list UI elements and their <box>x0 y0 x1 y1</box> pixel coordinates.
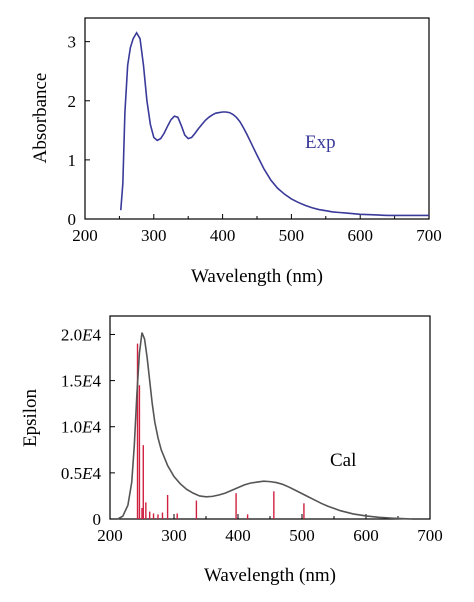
cal-x-tick-label: 600 <box>353 526 379 545</box>
cal-y-tick-label: 0 <box>93 510 102 529</box>
cal-y-tick-label: 0.5E4 <box>61 464 102 483</box>
exp-ticks <box>84 41 430 220</box>
cal-x-axis-title: Wavelength (nm) <box>204 565 336 586</box>
cal-x-tick-label: 700 <box>417 526 443 545</box>
cal-stick-spectrum <box>136 343 305 519</box>
exp-x-axis-title: Wavelength (nm) <box>191 266 323 287</box>
cal-x-tick-label: 400 <box>225 526 251 545</box>
exp-y-tick-label: 0 <box>68 210 77 229</box>
cal-series-label: Cal <box>330 450 356 471</box>
cal-x-tick-label: 200 <box>97 526 123 545</box>
cal-tick-labels: 200 300 400 500 600 700 0 0.5E4 1.0E4 1.5E4 2.0E4 <box>61 325 443 545</box>
exp-y-axis-title: Absorbance <box>30 73 51 164</box>
exp-x-tick-label: 400 <box>210 226 236 245</box>
cal-x-tick-label: 500 <box>289 526 315 545</box>
cal-y-tick-label: 1.0E4 <box>61 418 102 437</box>
exp-x-tick-label: 600 <box>347 226 373 245</box>
exp-x-tick-label: 500 <box>279 226 305 245</box>
cal-y-tick-label: 1.5E4 <box>61 372 102 391</box>
exp-chart: 200 300 400 500 600 700 0 1 2 3 Exp Wavelength (n… <box>30 17 442 287</box>
exp-tick-labels: 200 300 400 500 600 700 0 1 2 3 <box>68 33 442 245</box>
cal-plot-frame <box>109 315 431 520</box>
exp-y-tick-label: 1 <box>68 151 77 170</box>
exp-series-label: Exp <box>305 132 336 153</box>
exp-x-tick-label: 700 <box>416 226 442 245</box>
exp-series-line <box>119 31 429 217</box>
cal-y-axis-title: Epsilon <box>20 388 41 447</box>
exp-plot-frame <box>84 17 430 220</box>
cal-y-tick-label: 2.0E4 <box>61 325 102 344</box>
cal-x-tick-label: 300 <box>161 526 187 545</box>
exp-y-tick-label: 3 <box>68 33 77 52</box>
exp-y-tick-label: 2 <box>68 92 77 111</box>
cal-chart: 200 300 400 500 600 70000.5E41.0E41.5E42.0E4 … <box>20 315 443 586</box>
exp-x-tick-label: 200 <box>72 226 98 245</box>
cal-ticks <box>109 333 431 520</box>
exp-x-tick-label: 300 <box>141 226 167 245</box>
cal-series-line <box>117 332 413 520</box>
